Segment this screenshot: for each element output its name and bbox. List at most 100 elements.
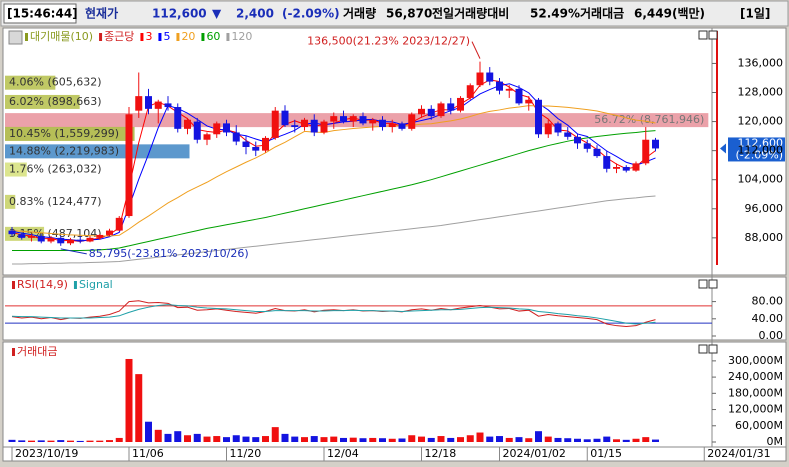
bar [535,431,542,442]
bar [554,437,562,442]
legend-swatch [201,33,205,41]
y-tick-label: 300,000M [728,354,783,367]
bar [447,437,455,442]
bar [486,436,494,442]
candle-body [349,116,357,122]
bar [330,436,338,442]
bar [301,437,308,442]
candle-body [184,119,191,129]
candle-body [476,72,484,86]
bar [349,437,357,442]
moving-average-line [12,130,656,252]
panel-icon[interactable] [708,30,718,40]
candle-body [330,116,338,122]
candle-body [125,114,133,217]
candle-body [388,123,396,128]
candle-body [281,110,289,126]
candle-body [67,239,74,244]
legend-swatch [176,33,180,41]
bar [47,440,55,442]
bar [632,438,640,442]
x-tick-label: 2023/10/19 [15,447,78,460]
candle-body [554,123,562,133]
candle-body [86,237,94,242]
candle-body [427,108,435,117]
candle-body [135,96,143,111]
candle-body [154,101,162,109]
bar [310,436,318,442]
candle-body [457,97,464,111]
volume-profile-label: 6.02% (898,663) [9,95,102,108]
panel-icon[interactable] [698,279,708,289]
candle-body [583,143,591,149]
volume-profile-bar [5,144,190,159]
volume-profile-bar [5,194,16,209]
legend-swatch [12,348,15,356]
legend-item: 3 [145,30,152,43]
bar [359,438,367,442]
bar [613,439,620,442]
time: [15:46:44] [7,7,78,21]
candle-body [193,121,201,140]
bar [145,421,152,442]
bar [125,358,133,442]
panel-icon[interactable] [708,279,718,289]
bar [193,433,201,442]
panel-icon[interactable] [698,344,708,354]
x-tick-label: 11/06 [132,447,164,460]
volume-profile-bar [5,126,135,141]
bar [544,436,552,442]
bar [37,440,45,442]
y-tick-label: 240,000M [728,370,783,383]
volume-profile-label: 10.45% (1,559,299) [9,127,119,140]
y-tick-label: 40.00 [752,312,784,325]
candle-body [505,88,513,91]
candle-body [564,132,572,137]
legend-swatch [158,33,162,41]
bar [388,438,396,442]
annotation-arrow [471,41,481,59]
bar [291,436,299,442]
panel-icon[interactable] [698,30,708,40]
header-bar [0,0,789,27]
volume-panel [2,341,787,448]
candle-body [164,103,172,108]
price-box [728,137,785,162]
bar [96,440,104,442]
candle-body [28,236,35,238]
x-tick-label: 11/20 [230,447,262,460]
legend-swatch [12,281,15,289]
panel-icons [698,30,718,354]
bar [496,436,503,442]
volume-profile-label: 56.72% (8,761,946) [594,113,704,126]
panel-icon[interactable] [708,344,718,354]
candle-body [223,123,230,133]
legend-title: 거래대금 [17,345,57,358]
bar [57,440,65,442]
bar [242,436,250,442]
candle-body [8,230,16,235]
bar [174,431,182,442]
bar [437,436,445,442]
bar [398,438,406,442]
candle-body [369,119,377,124]
legend-swatch [140,33,144,41]
y-tick-label: 0.00 [759,329,784,342]
legend-item: 60 [206,30,220,43]
volume-profile-label: 4.06% (605,632) [9,76,102,89]
bar [564,438,572,442]
toggle-button[interactable] [8,30,23,45]
bar [67,440,74,442]
candle-body [408,114,416,129]
candle-body [271,110,279,138]
candle-body [379,119,386,128]
candle-body [174,107,182,129]
candle-body [145,96,152,109]
bar [164,433,172,442]
bar [515,437,523,442]
bar [427,437,435,442]
bar [466,435,474,442]
y-tick-label: 80.00 [752,295,784,308]
x-tick-label: 12/18 [425,447,457,460]
